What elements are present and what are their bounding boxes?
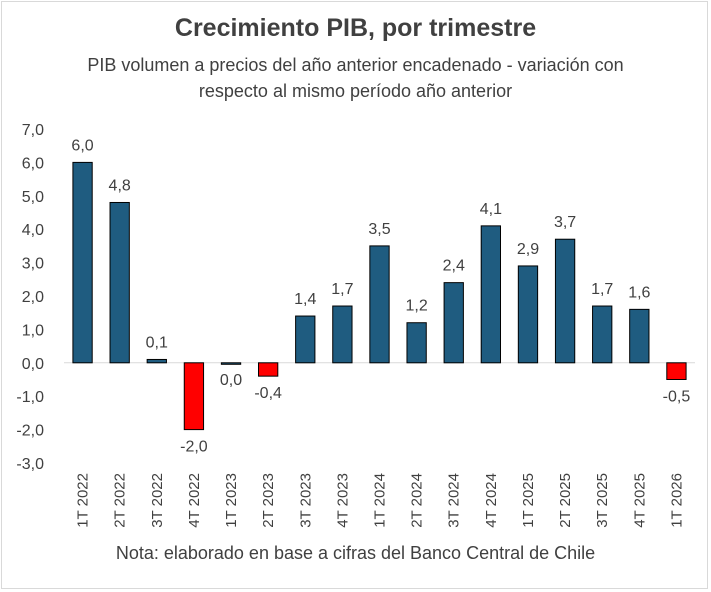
x-tick-label: 2T 2022 [112,473,129,528]
bar [183,362,205,431]
data-label: -0,4 [254,385,282,402]
x-tick-label: 1T 2026 [668,473,685,528]
x-tick-label: 3T 2025 [594,473,611,528]
y-tick-label: 3,0 [22,256,44,273]
y-axis: 7,0 6,0 5,0 4,0 3,0 2,0 1,0 0,0 -1,0 -2,0 -3,0 [16,122,44,473]
x-tick-label: 4T 2025 [631,473,648,528]
data-label: 1,7 [331,281,353,298]
bar [369,245,390,364]
bar [295,315,316,364]
data-labels: 6,0 4,8 0,1 -2,0 0,0 -0,4 1,4 1,7 3,5 1,2 2,4 4,1 2,… [71,137,690,455]
x-tick-label: 1T 2025 [520,473,537,528]
y-tick-label: 2,0 [22,289,44,306]
data-label: 6,0 [71,137,93,154]
x-tick-label: 2T 2025 [557,473,574,528]
data-label: 0,0 [220,372,242,389]
bar [406,322,427,364]
x-tick-label: 2T 2023 [260,473,277,528]
y-tick-label: -1,0 [16,389,44,406]
y-tick-label: 6,0 [22,155,44,172]
bar [629,308,650,364]
data-label: 1,2 [405,298,427,315]
x-tick-label: 1T 2023 [223,473,240,528]
data-label: 4,8 [109,177,131,194]
bar [480,225,502,364]
y-tick-label: 4,0 [22,222,44,239]
x-tick-label: 3T 2024 [446,473,463,528]
data-label: -0,5 [663,389,691,406]
x-tick-label: 1T 2024 [372,473,389,528]
x-tick-label: 2T 2024 [409,473,426,528]
bar [443,282,464,364]
x-axis: 1T 2022 2T 2022 3T 2022 4T 2022 1T 2023 2T 20… [75,473,686,528]
y-tick-label: 5,0 [22,189,44,206]
bar [146,358,167,364]
x-tick-label: 4T 2023 [334,473,351,528]
bar [109,201,130,364]
x-tick-label: 3T 2022 [149,473,166,528]
x-tick-label: 4T 2024 [483,473,500,528]
data-label: -2,0 [180,439,208,456]
data-label: 0,1 [146,334,168,351]
data-label: 4,1 [480,201,502,218]
bar [554,238,576,364]
source-note: Nota: elaborado en base a cifras del Ban… [115,543,596,563]
bar [666,362,687,380]
chart-title: Crecimiento PIB, por trimestre [174,14,537,42]
data-label: 1,4 [294,291,316,308]
data-label: 2,9 [517,241,539,258]
y-tick-label: 7,0 [22,122,44,139]
y-tick-label: -3,0 [16,456,44,473]
bar [72,161,93,364]
data-label: 1,7 [591,281,613,298]
bar [257,362,279,377]
data-label: 3,7 [554,214,576,231]
data-label: 2,4 [443,258,465,275]
y-tick-label: 1,0 [22,322,44,339]
data-label: 1,6 [628,284,650,301]
x-tick-label: 1T 2022 [75,473,92,528]
x-tick-label: 4T 2022 [186,473,203,528]
y-tick-label: 0,0 [22,356,44,373]
chart-subtitle: PIB volumen a precios del año anterior e… [87,55,624,101]
bar [332,305,353,364]
data-label: 3,5 [368,221,390,238]
bar [220,362,242,365]
bar [592,305,613,364]
bars [72,161,687,431]
y-tick-label: -2,0 [16,423,44,440]
x-tick-label: 3T 2023 [297,473,314,528]
bar [517,265,539,364]
